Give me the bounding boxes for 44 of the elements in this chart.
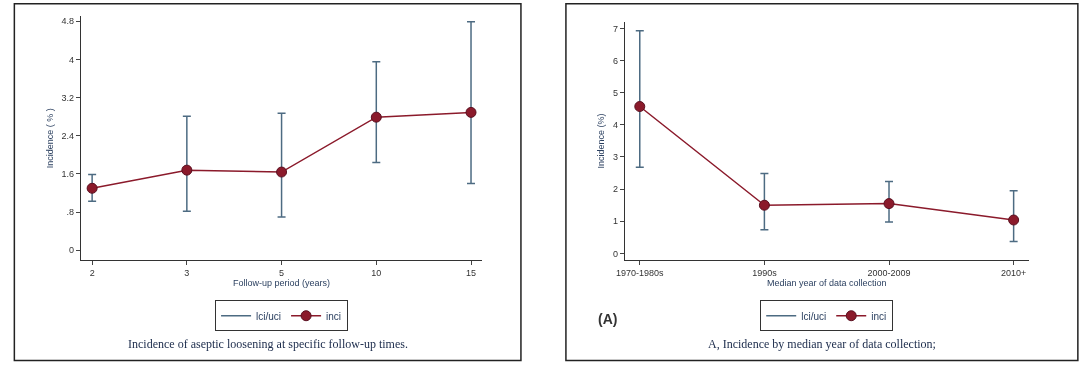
y-tick-label: 4: [68, 54, 74, 65]
x-tick-label: 10: [371, 267, 382, 278]
legend-label: lci/uci: [801, 310, 827, 322]
legend-label: inci: [871, 310, 887, 322]
y-tick-label: 4.8: [61, 16, 74, 27]
x-tick-label: 1970-1980s: [616, 267, 665, 278]
y-tick-label: 2: [613, 184, 619, 195]
y-tick-label: 5: [613, 87, 619, 98]
y-tick-label: 6: [613, 55, 619, 66]
point: [370, 111, 382, 123]
y-axis-title: Incidence (%): [596, 113, 607, 169]
y-tick-label: 3.2: [61, 92, 74, 103]
x-tick-label: 3: [184, 267, 190, 278]
y-tick-label: 0: [613, 248, 619, 259]
x-tick-label: 5: [279, 267, 285, 278]
text: Incidence of aseptic loosening at specific follow-up times.: [128, 337, 408, 351]
point: [276, 166, 288, 178]
y-tick-label: .8: [66, 207, 74, 218]
point: [634, 101, 646, 113]
y-tick-label: 3: [613, 152, 619, 163]
y-axis-title: Incidence ( % ): [44, 108, 55, 169]
point: [86, 182, 98, 194]
y-tick-label: 0: [68, 245, 74, 256]
point: [465, 106, 477, 118]
text: (A): [598, 311, 618, 327]
point: [883, 198, 895, 210]
x-tick-label: 2: [89, 267, 95, 278]
y-tick-label: 2.4: [61, 130, 74, 141]
point: [181, 164, 193, 176]
x-tick-label: 15: [466, 267, 477, 278]
y-tick-label: 4: [613, 119, 619, 130]
x-axis-title: Follow-up period (years): [233, 277, 331, 288]
x-tick-label: 1990s: [752, 267, 778, 278]
x-axis-title: Median year of data collection: [766, 277, 887, 288]
y-tick-label: 7: [613, 23, 619, 34]
x-tick-label: 2000-2009: [867, 267, 911, 278]
legend-label: inci: [326, 310, 342, 322]
y-tick-label: 1: [613, 216, 619, 227]
x-tick-label: 2010+: [1000, 267, 1027, 278]
y-tick-label: 1.6: [61, 169, 74, 180]
text: A, Incidence by median year of data collection;: [708, 337, 936, 351]
legend-label: lci/uci: [256, 310, 282, 322]
point: [758, 199, 770, 211]
point: [1008, 214, 1020, 226]
